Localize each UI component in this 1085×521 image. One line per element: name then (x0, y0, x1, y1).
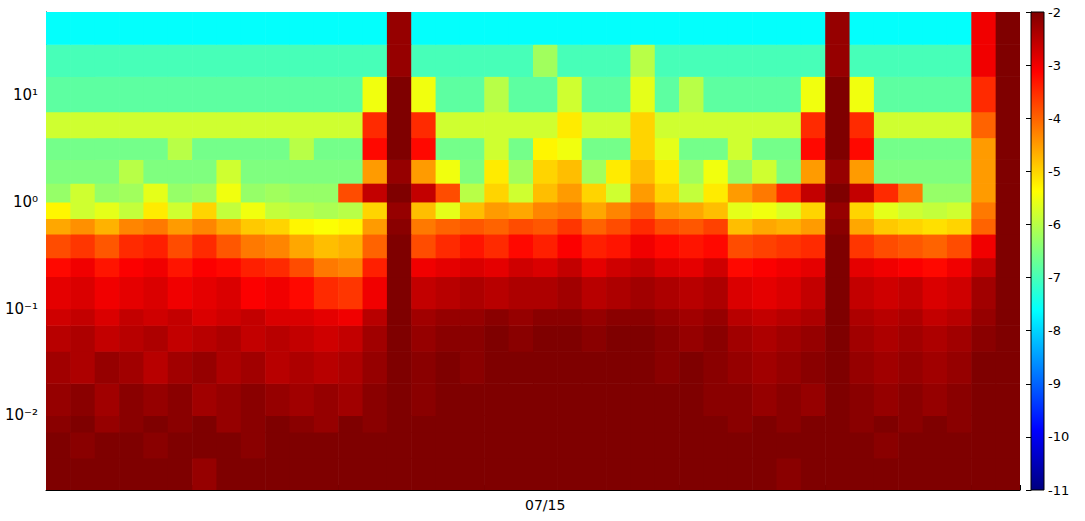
svg-text:-11: -11 (1048, 483, 1069, 498)
svg-text:10⁻¹: 10⁻¹ (5, 300, 38, 318)
svg-text:-6: -6 (1048, 217, 1061, 232)
svg-text:10⁻²: 10⁻² (5, 406, 38, 424)
svg-text:-9: -9 (1048, 376, 1061, 391)
svg-text:10¹: 10¹ (13, 86, 38, 104)
svg-text:-8: -8 (1048, 323, 1061, 338)
svg-text:-7: -7 (1048, 270, 1061, 285)
svg-text:10⁰: 10⁰ (13, 193, 38, 211)
svg-text:-5: -5 (1048, 164, 1061, 179)
svg-text:-4: -4 (1048, 111, 1061, 126)
svg-text:07/15: 07/15 (525, 497, 565, 513)
svg-text:-2: -2 (1048, 5, 1061, 20)
svg-text:-3: -3 (1048, 58, 1061, 73)
svg-text:-10: -10 (1048, 429, 1069, 444)
